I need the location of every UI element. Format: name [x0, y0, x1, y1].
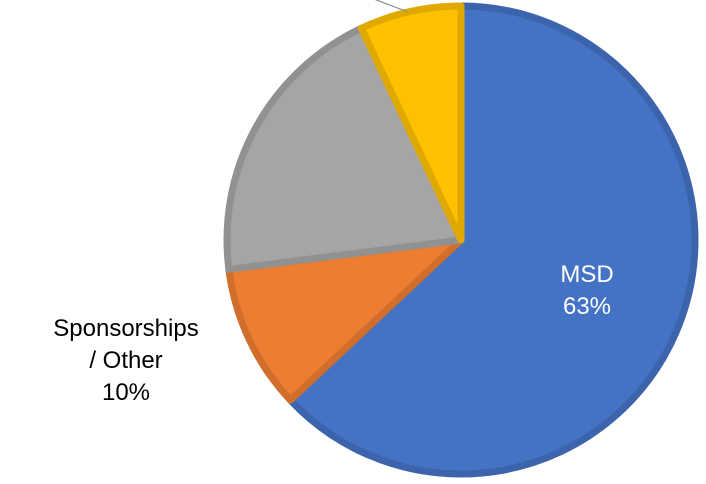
- pie-labels: MSD 63% Sponsorships / Other 10%: [53, 0, 614, 406]
- pie-slices: [223, 2, 699, 478]
- pie-slice-slice-4: [357, 2, 465, 244]
- pie-label-msd: MSD 63%: [560, 261, 613, 320]
- leader-line: [374, 0, 409, 13]
- pie-label-line: 10%: [102, 379, 150, 406]
- pie-slice-sponsorships: [225, 236, 465, 404]
- pie-label-line: / Other: [89, 347, 162, 374]
- pie-label-sponsorships: Sponsorships / Other 10%: [53, 315, 198, 406]
- pie-slice-msd: [286, 2, 699, 478]
- pie-label-line: MSD: [560, 261, 613, 288]
- pie-label-line: Sponsorships: [53, 315, 198, 342]
- pie-slice-slice-3: [223, 24, 465, 273]
- pie-label-line: 63%: [563, 293, 611, 320]
